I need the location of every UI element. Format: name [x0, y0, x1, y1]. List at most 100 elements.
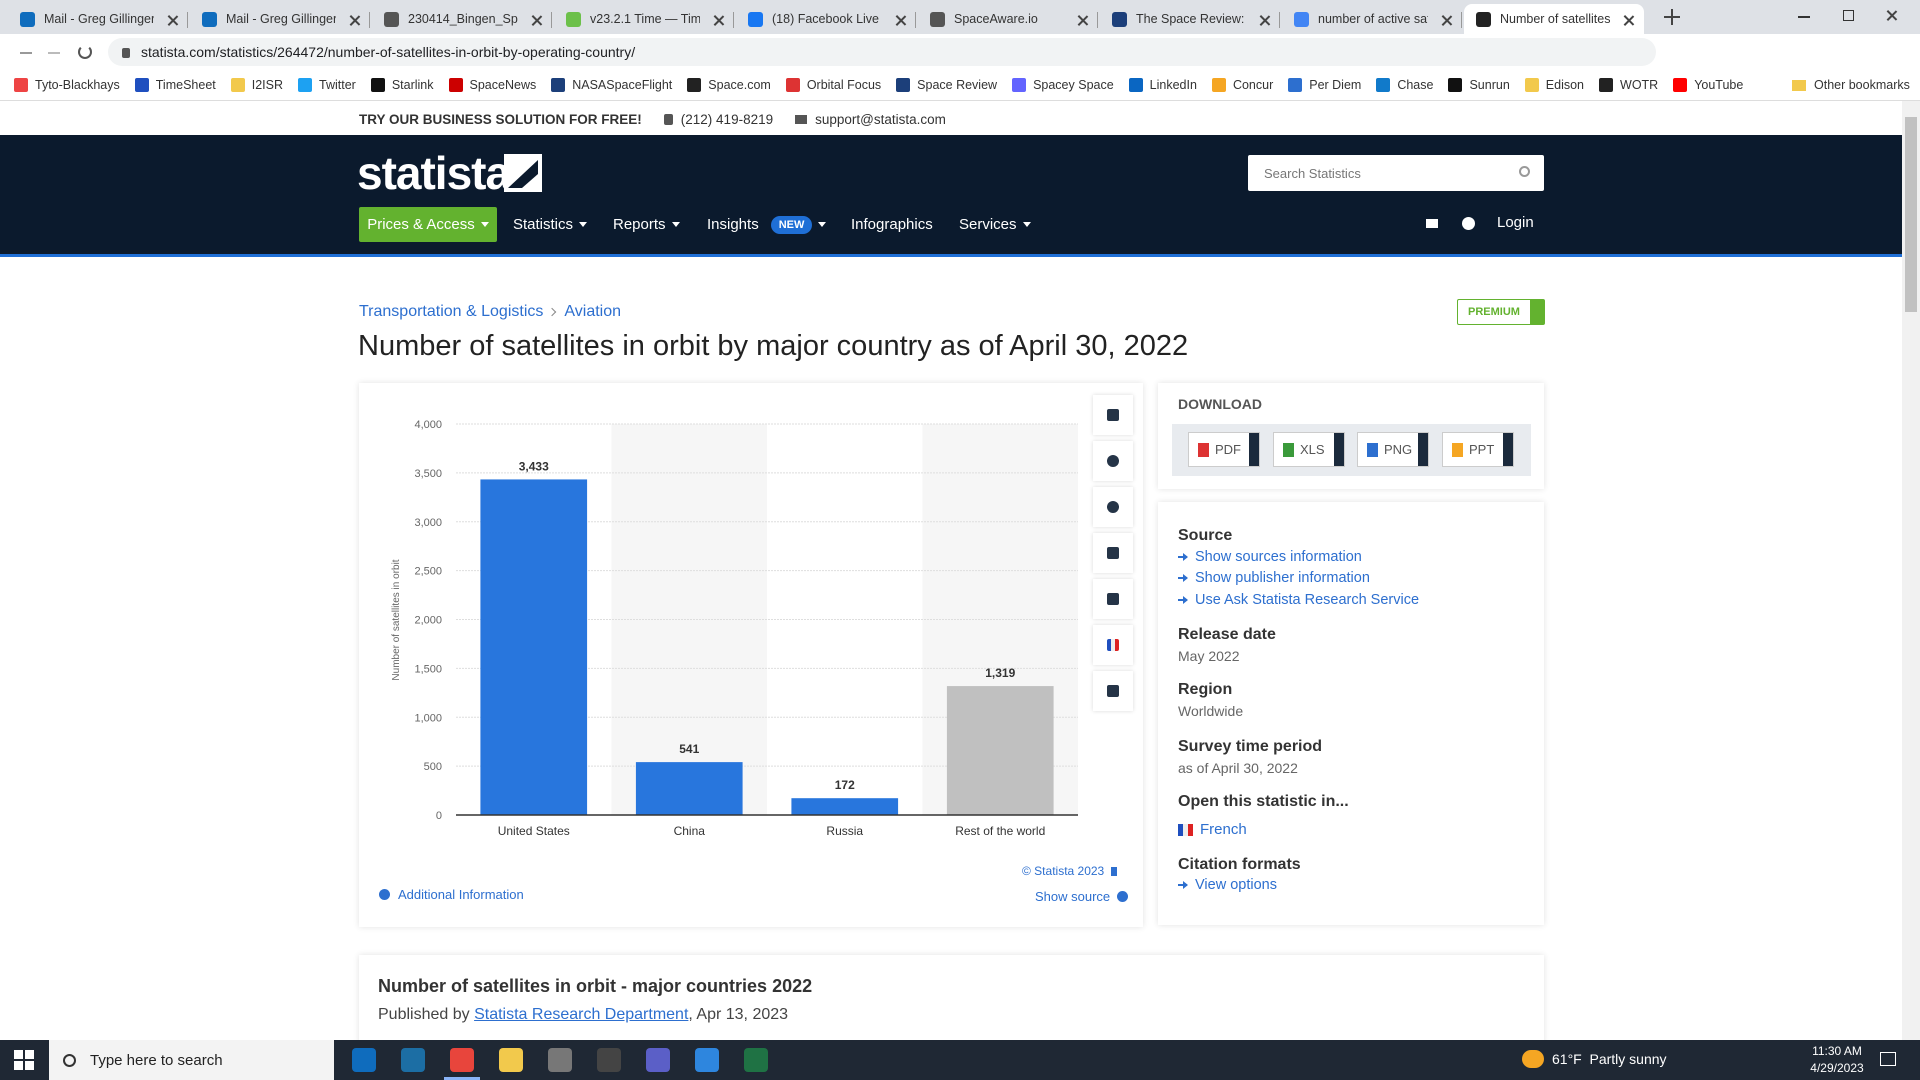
tab[interactable]: v23.2.1 Time — Times [554, 4, 734, 34]
taskbar-app[interactable] [548, 1048, 572, 1072]
bookmark-label: YouTube [1694, 78, 1744, 92]
taskbar-app[interactable] [744, 1048, 768, 1072]
language-button[interactable] [1462, 217, 1475, 230]
clock[interactable]: 11:30 AM 4/29/2023 [1792, 1043, 1882, 1077]
bookmark[interactable]: Space.com [687, 78, 771, 92]
taskbar-app[interactable] [499, 1048, 523, 1072]
bookmark[interactable]: LinkedIn [1128, 78, 1197, 92]
tool-button[interactable] [1093, 671, 1133, 711]
summary-title: Number of satellites in orbit - major co… [378, 976, 813, 996]
open-french[interactable]: French [1178, 821, 1247, 838]
download-button[interactable]: PNG [1357, 432, 1429, 467]
bookmark[interactable]: Starlink [370, 78, 434, 92]
tool-button[interactable] [1093, 395, 1133, 435]
taskbar-app[interactable] [401, 1048, 425, 1072]
nav-insights[interactable]: Insights NEW [707, 207, 827, 242]
taskbar-app[interactable] [597, 1048, 621, 1072]
tool-button[interactable] [1093, 441, 1133, 481]
publisher[interactable]: Statista Research Department [474, 1006, 689, 1023]
tab[interactable]: The Space Review: Is t [1100, 4, 1280, 34]
bookmark[interactable]: Per Diem [1288, 78, 1361, 92]
close-window[interactable] [1886, 10, 1897, 21]
bookmark[interactable]: Edison [1524, 78, 1584, 92]
source-link[interactable]: Show sources information [1178, 549, 1362, 565]
tool-button[interactable] [1093, 625, 1133, 665]
email[interactable]: support@statista.com [815, 111, 946, 127]
back-button[interactable] [20, 52, 32, 54]
breadcrumb[interactable]: Aviation [564, 303, 622, 320]
reload-button[interactable] [78, 45, 92, 59]
taskbar-app[interactable] [646, 1048, 670, 1072]
search-icon[interactable] [1519, 166, 1530, 177]
download-button[interactable]: PPT [1442, 432, 1514, 467]
bar [946, 686, 1054, 815]
bar [635, 762, 743, 815]
copyright[interactable]: © Statista 2023 [1022, 864, 1118, 878]
nav-prices[interactable]: Prices & Access [359, 207, 497, 242]
weather[interactable]: 61°F Partly sunny [1552, 1051, 1667, 1067]
taskbar-app[interactable] [695, 1048, 719, 1072]
start-button[interactable] [14, 1050, 34, 1070]
tool-button[interactable] [1093, 533, 1133, 573]
value-label: 1,319 [985, 666, 1015, 680]
bookmark[interactable]: I2ISR [230, 78, 283, 92]
tab[interactable]: SpaceAware.io [918, 4, 1098, 34]
tool-button[interactable] [1093, 579, 1133, 619]
other-bookmarks[interactable]: Other bookmarks [1792, 70, 1910, 100]
nav-services[interactable]: Services [959, 207, 1031, 242]
tab[interactable]: Mail - Greg Gillinger ( [190, 4, 370, 34]
taskbar-search[interactable]: Type here to search [49, 1040, 334, 1080]
tab[interactable]: (18) Facebook Live [736, 4, 916, 34]
premium-label: PREMIUM [1468, 306, 1520, 318]
scroll-thumb[interactable] [1905, 117, 1917, 312]
new-tab-button[interactable] [1664, 9, 1680, 25]
promo[interactable]: TRY OUR BUSINESS SOLUTION FOR FREE! [359, 111, 642, 127]
mail-button[interactable] [1426, 219, 1438, 228]
download-button[interactable]: PDF [1188, 432, 1260, 467]
tool-button[interactable] [1093, 487, 1133, 527]
bookmark[interactable]: Orbital Focus [785, 78, 881, 92]
tab[interactable]: number of active sate [1282, 4, 1462, 34]
bookmark[interactable]: NASASpaceFlight [551, 78, 672, 92]
bookmark[interactable]: Chase [1376, 78, 1433, 92]
bookmark[interactable]: Twitter [298, 78, 356, 92]
tab-icon [930, 12, 945, 27]
bookmark[interactable]: YouTube [1673, 78, 1743, 92]
tab[interactable]: Mail - Greg Gillinger - [8, 4, 188, 34]
bookmark[interactable]: Spacey Space [1012, 78, 1114, 92]
bookmark[interactable]: Sunrun [1448, 78, 1510, 92]
breadcrumb[interactable]: Transportation & Logistics [359, 303, 544, 320]
source-link[interactable]: Use Ask Statista Research Service [1178, 592, 1419, 608]
tab[interactable]: 230414_Bingen_Space [372, 4, 552, 34]
logo[interactable]: statista [357, 147, 511, 199]
additional-info[interactable]: Additional Information [379, 887, 524, 902]
show-source[interactable]: Show source [1035, 889, 1129, 904]
premium-badge[interactable]: PREMIUM [1457, 299, 1545, 325]
bookmark[interactable]: Space Review [896, 78, 997, 92]
plus-h [1664, 16, 1680, 18]
bookmark[interactable]: SpaceNews [448, 78, 536, 92]
download-button[interactable]: XLS [1273, 432, 1345, 467]
tab-close[interactable] [1623, 15, 1634, 26]
login[interactable]: Login [1497, 214, 1534, 231]
tab-close[interactable] [1441, 15, 1452, 26]
minimize[interactable] [1798, 16, 1810, 18]
omnibox[interactable] [108, 38, 1656, 66]
tab-close[interactable] [1259, 15, 1270, 26]
bookmark[interactable]: WOTR [1599, 78, 1658, 92]
bookmark[interactable]: Concur [1211, 78, 1273, 92]
tab[interactable]: Number of satellites in [1464, 4, 1644, 34]
source-link[interactable]: Show publisher information [1178, 570, 1370, 586]
bookmark[interactable]: TimeSheet [134, 78, 216, 92]
taskbar-app[interactable] [450, 1048, 474, 1072]
nav-infographics[interactable]: Infographics [851, 207, 933, 242]
bookmark[interactable]: Tyto-Blackhays [14, 78, 120, 92]
forward-button[interactable] [48, 52, 60, 54]
notifications[interactable] [1880, 1052, 1896, 1066]
restore[interactable] [1843, 10, 1854, 21]
nav-reports[interactable]: Reports [613, 207, 680, 242]
taskbar-app[interactable] [352, 1048, 376, 1072]
citation-link[interactable]: View options [1178, 877, 1277, 893]
search-box[interactable] [1248, 155, 1544, 191]
nav-statistics[interactable]: Statistics [513, 207, 588, 242]
